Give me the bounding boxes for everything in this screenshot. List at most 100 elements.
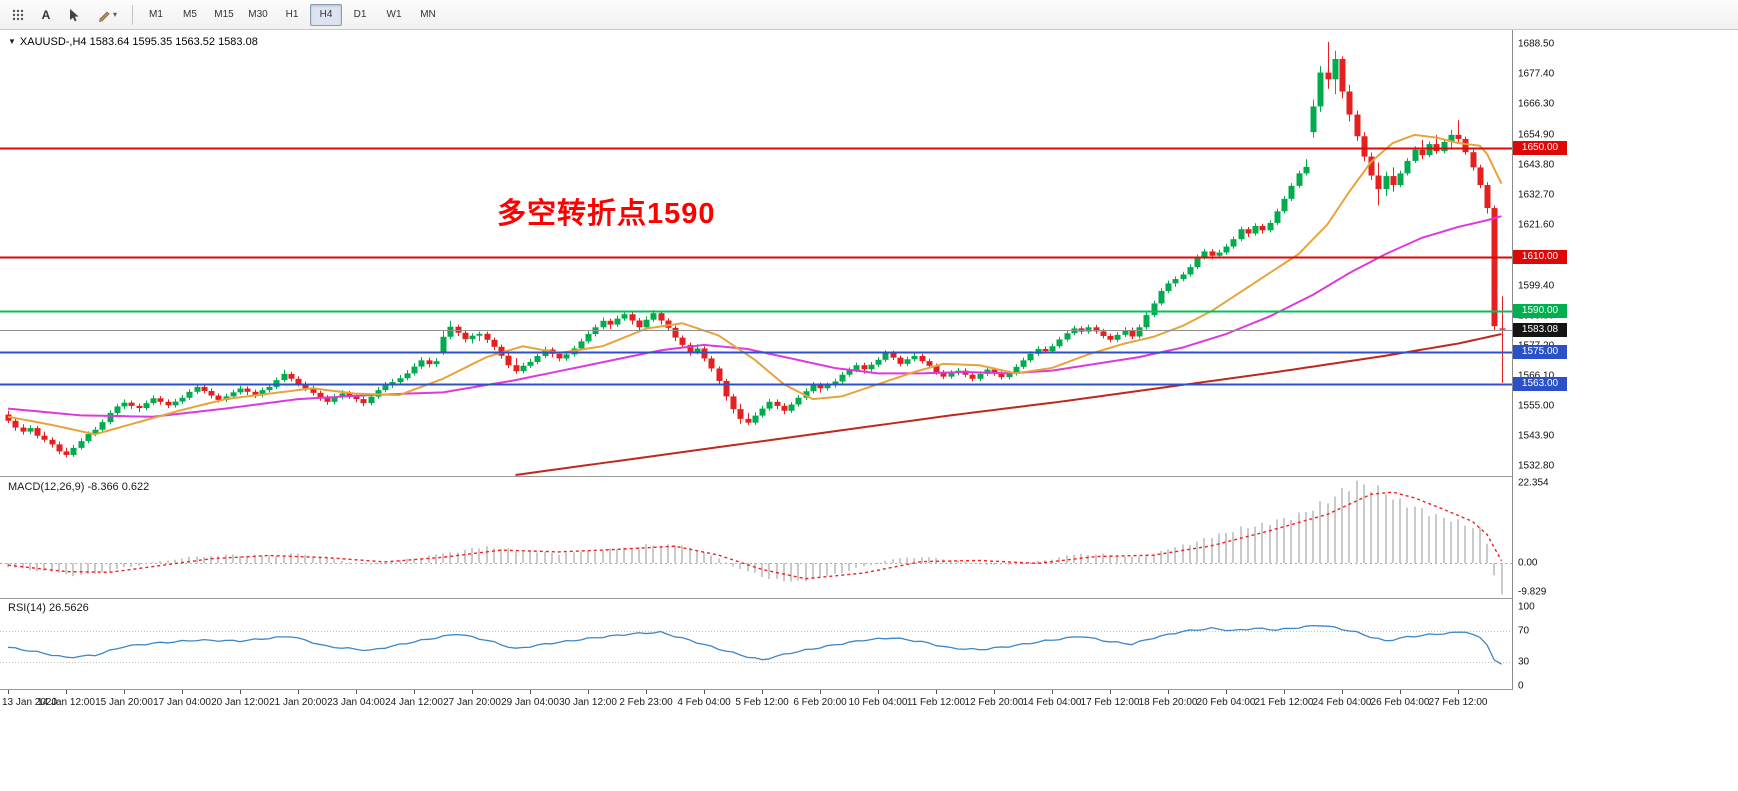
macd-axis-label: -9.829 <box>1518 586 1547 598</box>
panel-separator[interactable] <box>0 476 1572 477</box>
dropdown-caret-icon: ▾ <box>112 10 117 19</box>
time-tick <box>1342 690 1343 694</box>
timeframe-group: M1 M5 M15 M30 H1 H4 D1 W1 MN <box>139 3 445 26</box>
timeframe-button-w1[interactable]: W1 <box>386 9 402 20</box>
main-toolbar: A ▾ M1 M5 M15 M30 H1 H4 D1 W1 MN <box>0 0 1738 30</box>
rsi-name: RSI(14) <box>8 602 46 614</box>
time-axis-label: 5 Feb 12:00 <box>735 697 789 708</box>
time-tick <box>704 690 705 694</box>
timeframe-button-m15[interactable]: M15 <box>214 9 234 20</box>
panel-separator[interactable] <box>0 689 1572 690</box>
time-axis-label: 18 Feb 20:00 <box>1138 697 1198 708</box>
time-tick <box>1226 690 1227 694</box>
time-tick <box>994 690 995 694</box>
chart-dropdown-icon[interactable]: ▼ <box>8 37 16 46</box>
time-tick <box>1110 690 1111 694</box>
draw-tool-button[interactable]: ▾ <box>89 3 125 27</box>
rsi-axis-label: 70 <box>1518 625 1530 637</box>
time-axis-label: 20 Feb 04:00 <box>1196 697 1256 708</box>
time-tick <box>530 690 531 694</box>
macd-axis-label: 0.00 <box>1518 557 1538 569</box>
rsi-axis-label: 30 <box>1518 656 1530 668</box>
time-axis-label: 26 Feb 04:00 <box>1370 697 1430 708</box>
time-axis-label: 29 Jan 04:00 <box>501 697 559 708</box>
time-axis-label: 30 Jan 12:00 <box>559 697 617 708</box>
time-axis-label: 21 Feb 12:00 <box>1254 697 1314 708</box>
rsi-value: 26.5626 <box>48 602 89 614</box>
time-tick <box>1052 690 1053 694</box>
timeframe-button-m1[interactable]: M1 <box>149 9 163 20</box>
chart-ohlc-values: 1583.64 1595.35 1563.52 1583.08 <box>89 36 258 48</box>
time-axis-label: 14 Feb 04:00 <box>1022 697 1082 708</box>
time-axis-label: 24 Feb 04:00 <box>1312 697 1372 708</box>
price-axis-label: 1654.90 <box>1518 129 1555 141</box>
price-axis-label: 1555.00 <box>1518 400 1555 412</box>
time-axis-label: 2 Feb 23:00 <box>619 697 673 708</box>
price-axis-label: 1543.90 <box>1518 430 1555 442</box>
chart-symbol-period: XAUUSD-,H4 <box>19 36 87 48</box>
toolbar-separator <box>132 4 133 25</box>
timeframe-button-m5[interactable]: M5 <box>183 9 197 20</box>
rsi-axis-label: 0 <box>1518 680 1524 692</box>
text-tool-icon: A <box>41 7 51 22</box>
macd-name: MACD(12,26,9) <box>8 481 85 493</box>
timeframe-button-h1[interactable]: H1 <box>285 9 299 20</box>
timeframe-button-d1[interactable]: D1 <box>353 9 367 20</box>
time-tick <box>1458 690 1459 694</box>
time-tick <box>1168 690 1169 694</box>
cursor-tool-button[interactable] <box>61 3 87 27</box>
text-tool-button[interactable]: A <box>33 3 59 27</box>
macd-indicator-canvas[interactable] <box>0 477 1512 598</box>
price-axis[interactable]: 1688.50 1677.40 1666.30 1654.90 1643.80 1632.… <box>1512 30 1573 692</box>
time-tick <box>878 690 879 694</box>
cursor-arrow-icon <box>70 8 79 21</box>
rsi-axis-label: 100 <box>1518 601 1535 613</box>
panel-separator[interactable] <box>0 598 1572 599</box>
time-tick <box>124 690 125 694</box>
time-axis-label: 12 Feb 20:00 <box>964 697 1024 708</box>
pencil-icon <box>99 11 110 22</box>
time-tick <box>1284 690 1285 694</box>
time-axis-label: 4 Feb 04:00 <box>677 697 731 708</box>
main-chart-canvas[interactable] <box>0 30 1512 476</box>
timeframe-button-mn[interactable]: MN <box>420 9 436 20</box>
price-axis-label: 1566.10 <box>1518 370 1555 382</box>
time-tick <box>298 690 299 694</box>
price-tag-1610.00: 1610.00 <box>1513 249 1567 264</box>
price-tag-1583.08: 1583.08 <box>1513 322 1567 337</box>
price-tag-1590.00: 1590.00 <box>1513 304 1567 319</box>
price-axis-label: 1677.40 <box>1518 68 1555 80</box>
time-axis-label: 10 Feb 04:00 <box>848 697 908 708</box>
macd-label: MACD(12,26,9) -8.366 0.622 <box>8 481 149 493</box>
macd-signal-value: 0.622 <box>121 481 150 493</box>
objects-grid-icon[interactable] <box>5 3 31 27</box>
time-axis-label: 15 Jan 20:00 <box>95 697 153 708</box>
time-axis-label: 27 Jan 20:00 <box>443 697 501 708</box>
price-axis-label: 1599.40 <box>1518 280 1555 292</box>
rsi-label: RSI(14) 26.5626 <box>8 602 89 614</box>
price-tag-1563.00: 1563.00 <box>1513 377 1567 392</box>
time-axis-label: 17 Jan 04:00 <box>153 697 211 708</box>
timeframe-button-m30[interactable]: M30 <box>248 9 268 20</box>
timeframe-button-h4[interactable]: H4 <box>310 3 342 26</box>
time-tick <box>356 690 357 694</box>
time-tick <box>588 690 589 694</box>
time-axis-label: 17 Feb 12:00 <box>1080 697 1140 708</box>
time-axis-label: 23 Jan 04:00 <box>327 697 385 708</box>
rsi-indicator-canvas[interactable] <box>0 599 1512 689</box>
price-axis-label: 1632.70 <box>1518 189 1555 201</box>
price-tag-1575.00: 1575.00 <box>1513 344 1567 359</box>
price-axis-label: 1643.80 <box>1518 159 1555 171</box>
time-tick <box>762 690 763 694</box>
time-axis-label: 24 Jan 12:00 <box>385 697 443 708</box>
time-axis-label: 21 Jan 20:00 <box>269 697 327 708</box>
time-tick <box>8 690 9 694</box>
time-axis[interactable]: 13 Jan 2020 14 Jan 12:00 15 Jan 20:00 17 Ja… <box>0 690 1572 714</box>
price-axis-label: 1688.50 <box>1518 38 1555 50</box>
time-axis-label: 13 Jan 2020 <box>2 697 58 708</box>
chart-area[interactable]: ▼ XAUUSD-,H4 1583.64 1595.35 1563.52 1583… <box>0 30 1738 791</box>
chart-title: ▼ XAUUSD-,H4 1583.64 1595.35 1563.52 1583… <box>8 36 258 48</box>
time-tick <box>1400 690 1401 694</box>
time-tick <box>472 690 473 694</box>
